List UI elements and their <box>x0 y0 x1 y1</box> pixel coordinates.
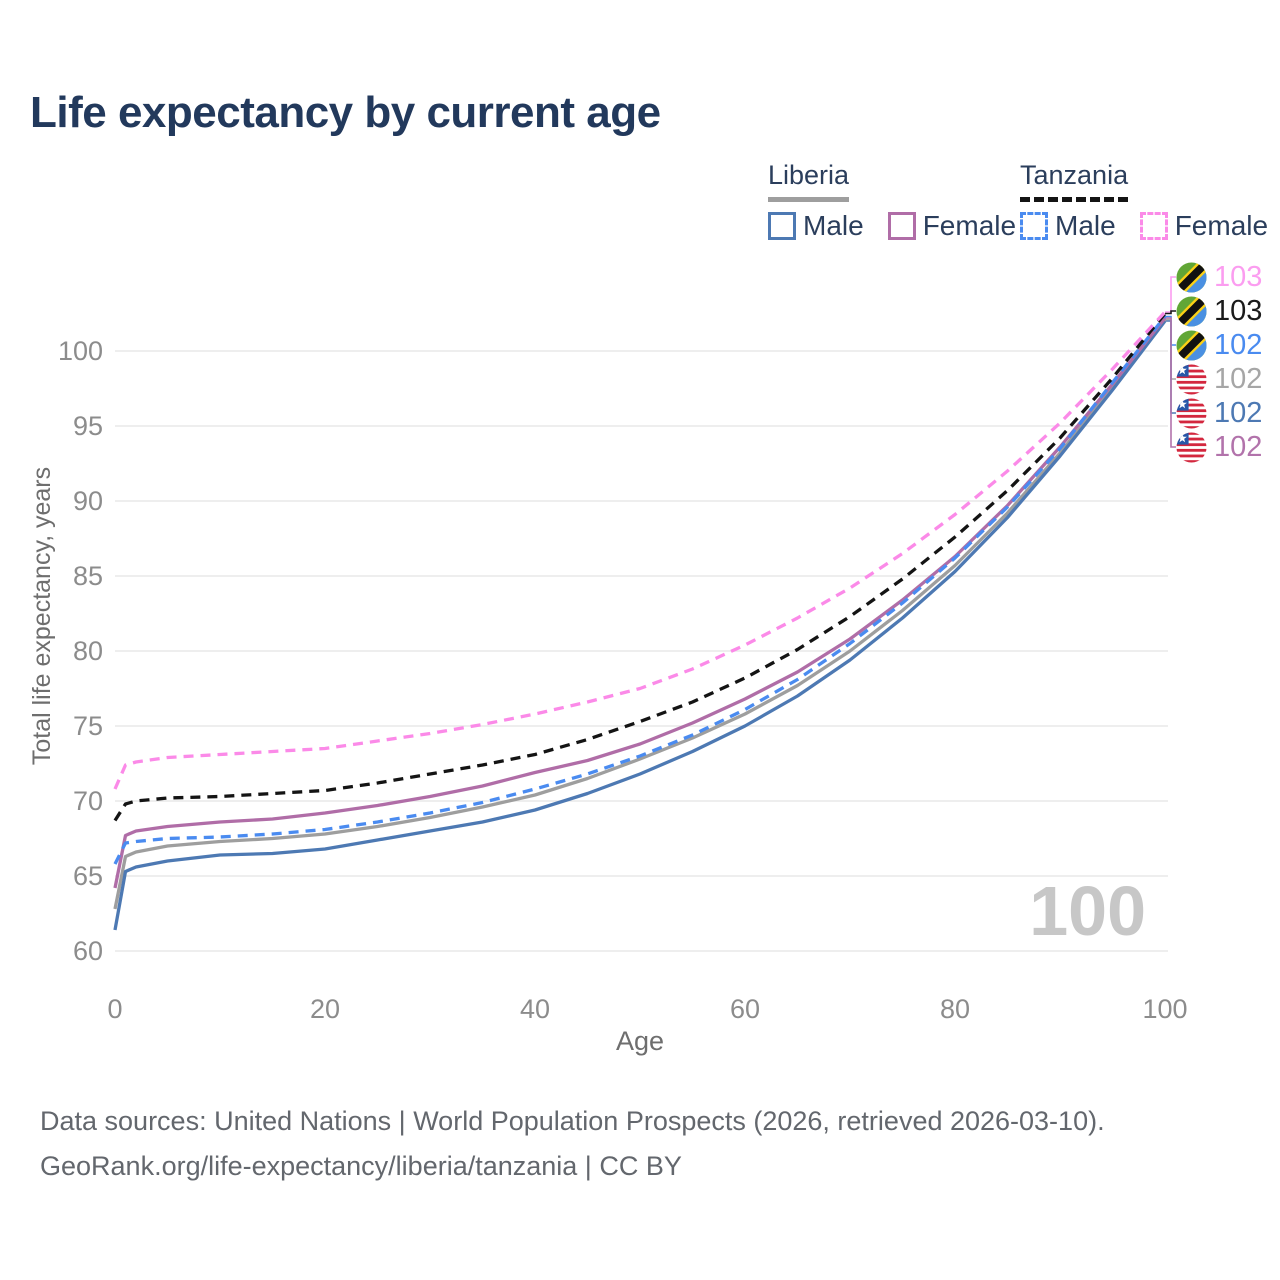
page-title: Life expectancy by current age <box>30 88 661 137</box>
end-label-value: 102 <box>1214 397 1263 429</box>
tanzania-flag-icon <box>1176 296 1207 327</box>
legend-country-liberia[interactable]: Liberia <box>768 160 850 202</box>
x-axis-title: Age <box>615 1026 665 1056</box>
liberia-flag-icon <box>1176 432 1207 463</box>
legend-item-tanzania-female[interactable]: Female <box>1139 210 1269 242</box>
x-tick-label: 60 <box>730 994 760 1024</box>
tanzania-flag-icon <box>1176 330 1207 361</box>
liberia-female-swatch-icon <box>887 212 916 240</box>
y-tick-label: 80 <box>73 636 103 666</box>
legend-group-tanzania: Tanzania Male Female <box>1020 160 1268 242</box>
legend-item-liberia-male[interactable]: Male <box>768 210 864 242</box>
end-label-connector <box>1165 276 1176 313</box>
legend-item-liberia-female[interactable]: Female <box>887 210 1017 242</box>
legend-item-label: Female <box>922 210 1017 241</box>
x-tick-label: 100 <box>1142 994 1187 1024</box>
end-label-value: 103 <box>1214 295 1263 327</box>
y-tick-label: 90 <box>73 486 103 516</box>
tanzania-male-swatch-icon <box>1020 212 1048 240</box>
x-tick-label: 40 <box>520 994 550 1024</box>
end-label-value: 102 <box>1214 363 1263 395</box>
liberia-flag-icon <box>1176 398 1207 429</box>
end-label-lr-both: 102 <box>1176 363 1262 395</box>
y-tick-label: 75 <box>73 711 103 741</box>
y-tick-label: 95 <box>73 411 103 441</box>
series-line-lr-female <box>113 316 1167 889</box>
end-label-value: 102 <box>1214 329 1263 361</box>
legend-country-tanzania[interactable]: Tanzania <box>1020 160 1129 202</box>
y-tick-label: 100 <box>58 336 103 366</box>
end-label-tz-male: 102 <box>1176 329 1262 361</box>
end-label-connector <box>1165 310 1176 315</box>
legend-item-label: Female <box>1174 210 1269 241</box>
liberia-male-swatch-icon <box>768 212 796 240</box>
data-sources-text: Data sources: United Nations | World Pop… <box>40 1106 1105 1136</box>
end-label-lr-male: 102 <box>1176 397 1262 429</box>
end-label-lr-female: 102 <box>1176 431 1262 463</box>
end-label-tz-both: 103 <box>1176 295 1262 327</box>
series-line-lr-both <box>113 318 1167 910</box>
legend-group-liberia: Liberia Male Female <box>768 160 1016 242</box>
x-tick-label: 0 <box>107 994 122 1024</box>
end-label-value: 102 <box>1214 431 1263 463</box>
end-label-value: 103 <box>1214 261 1263 293</box>
legend-item-label: Male <box>1055 210 1116 241</box>
tanzania-female-swatch-icon <box>1139 212 1168 240</box>
x-tick-label: 80 <box>940 994 970 1024</box>
series-line-tz-female <box>113 310 1167 790</box>
y-tick-label: 85 <box>73 561 103 591</box>
x-tick-label: 20 <box>310 994 340 1024</box>
age-watermark: 100 <box>1029 872 1146 950</box>
liberia-flag-icon <box>1176 364 1207 395</box>
legend-item-label: Male <box>803 210 864 241</box>
tanzania-flag-icon <box>1176 262 1207 293</box>
y-tick-label: 60 <box>73 936 103 966</box>
footer: Data sources: United Nations | World Pop… <box>40 1106 1105 1196</box>
y-tick-label: 65 <box>73 861 103 891</box>
end-label-connector <box>1165 317 1176 448</box>
legend-item-tanzania-male[interactable]: Male <box>1020 210 1116 242</box>
attribution-text: GeoRank.org/life-expectancy/liberia/tanz… <box>40 1151 682 1181</box>
series-line-lr-male <box>113 320 1167 931</box>
series-line-tz-male <box>113 315 1167 865</box>
end-label-tz-female: 103 <box>1176 261 1262 293</box>
y-tick-label: 70 <box>73 786 103 816</box>
